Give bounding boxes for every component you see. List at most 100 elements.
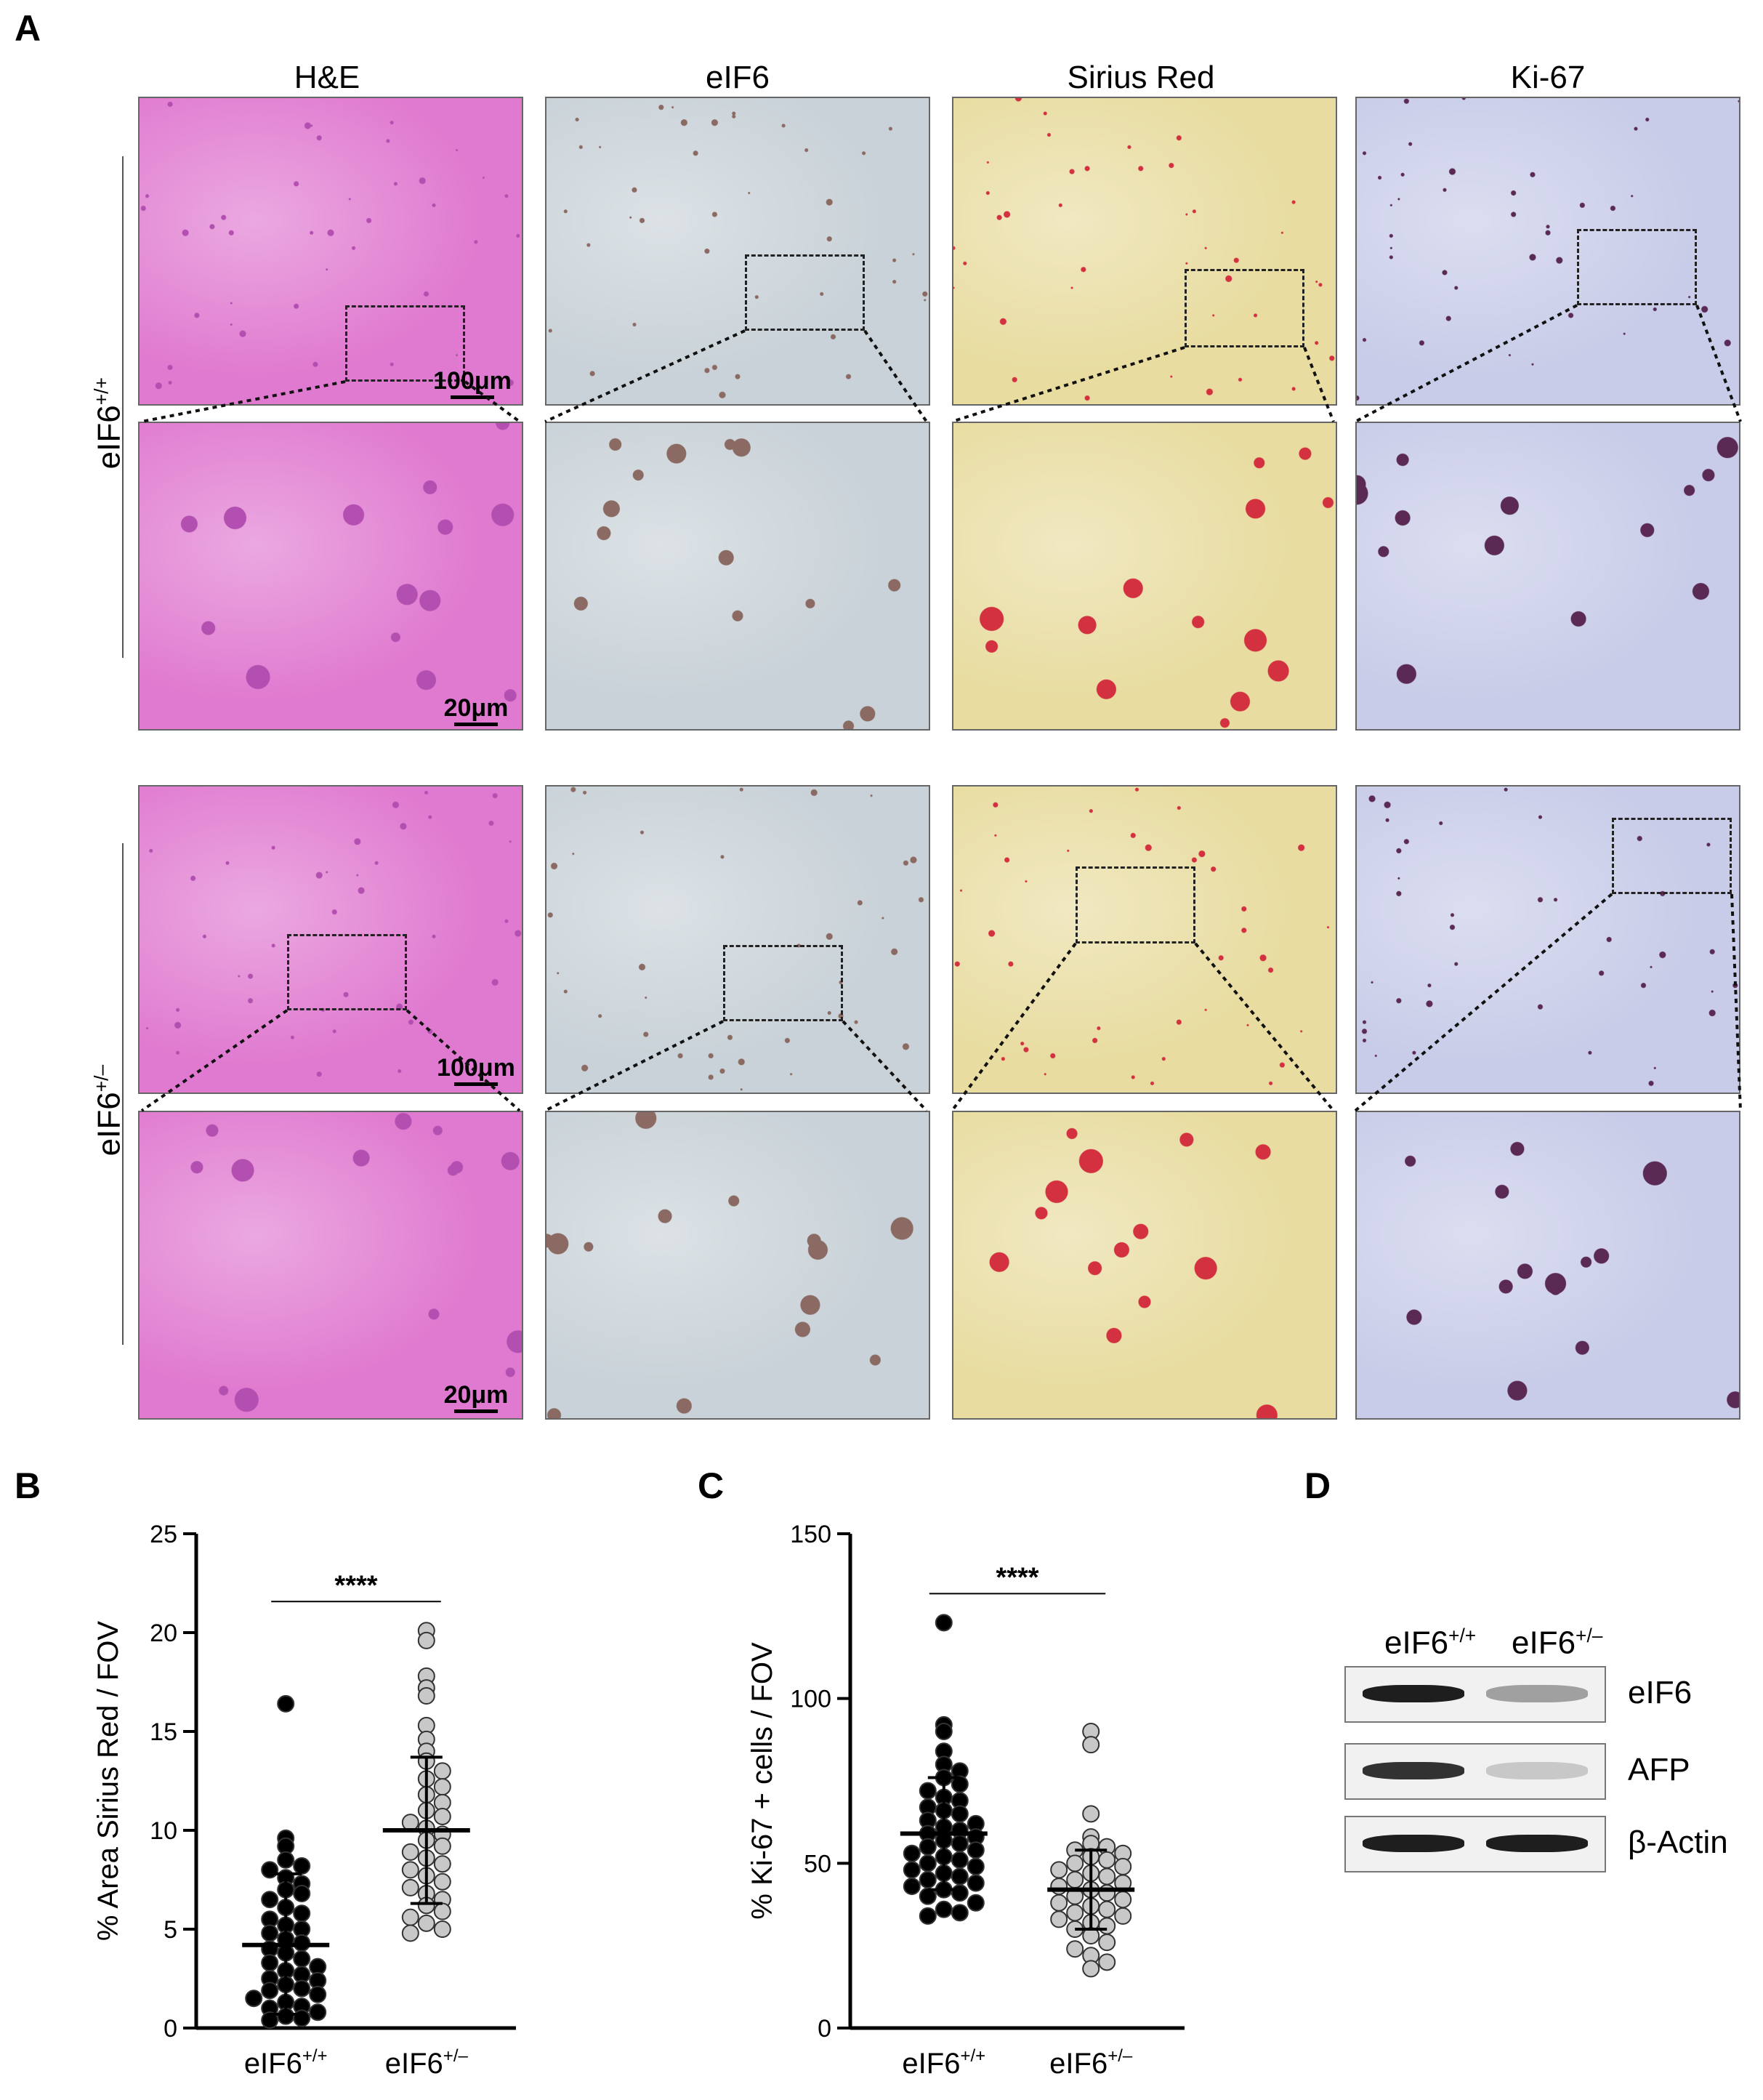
data-point bbox=[1066, 1871, 1084, 1888]
data-point bbox=[261, 1861, 279, 1879]
column-header-he: H&E bbox=[294, 60, 360, 95]
data-point bbox=[951, 1835, 969, 1853]
data-point bbox=[935, 1723, 953, 1740]
data-point bbox=[1050, 1894, 1068, 1912]
data-point bbox=[903, 1861, 921, 1879]
zoom-inset-box-ki67-het-overview bbox=[1612, 818, 1732, 894]
micrograph-sirius-het-zoom bbox=[952, 1111, 1337, 1420]
data-point bbox=[967, 1874, 985, 1892]
micrograph-sirius-het-overview bbox=[952, 785, 1337, 1094]
data-point bbox=[1082, 1805, 1100, 1823]
data-point bbox=[293, 1950, 311, 1968]
data-point bbox=[903, 1878, 921, 1896]
data-point bbox=[1114, 1857, 1132, 1875]
data-point bbox=[433, 1837, 451, 1855]
data-point bbox=[1082, 1960, 1100, 1978]
panel-letter-b: B bbox=[15, 1465, 41, 1506]
data-point bbox=[277, 1694, 295, 1713]
scale-bar-20um-het: 20μm bbox=[436, 1381, 516, 1413]
data-point bbox=[277, 1851, 295, 1869]
data-point bbox=[261, 1924, 279, 1942]
data-point bbox=[1098, 1917, 1116, 1935]
data-point bbox=[401, 1861, 419, 1879]
data-point bbox=[919, 1871, 937, 1888]
data-point bbox=[433, 1778, 451, 1796]
wb-protein-label: β-Actin bbox=[1628, 1825, 1728, 1860]
x-category-label: eIF6+/– bbox=[385, 2046, 469, 2080]
x-category-label: eIF6+/+ bbox=[902, 2046, 985, 2080]
column-header-sirius-red: Sirius Red bbox=[1067, 60, 1215, 95]
wb-band bbox=[1486, 1685, 1588, 1702]
x-category-label: eIF6+/– bbox=[1049, 2046, 1133, 2080]
data-point bbox=[293, 1904, 311, 1923]
data-point bbox=[401, 1814, 419, 1832]
significance-label: **** bbox=[996, 1562, 1038, 1593]
scale-bar-line bbox=[454, 723, 498, 726]
y-axis-label: % Area Sirius Red / FOV bbox=[92, 1621, 124, 1941]
column-header-eif6: eIF6 bbox=[705, 60, 770, 95]
chart-ki67: 0 50 100 150 % Ki-67 + cells / FOV eIF6+/+ eIF… bbox=[746, 1521, 1185, 2080]
wb-lane-label-wt: eIF6+/+ bbox=[1384, 1625, 1477, 1661]
row-bracket-wt bbox=[122, 156, 124, 658]
data-point bbox=[1098, 1851, 1116, 1869]
data-point bbox=[1066, 1854, 1084, 1872]
scale-label: 20μm bbox=[443, 694, 509, 722]
data-point bbox=[433, 1762, 451, 1780]
y-tick-label: 150 bbox=[790, 1521, 831, 1548]
panel-letter-d: D bbox=[1304, 1465, 1331, 1506]
zoom-inset-box-eif6-wt-overview bbox=[745, 254, 865, 331]
scale-bar-20um-wt: 20μm bbox=[436, 694, 516, 726]
data-point bbox=[261, 1891, 279, 1909]
data-point bbox=[1098, 1953, 1116, 1971]
data-point bbox=[417, 1631, 435, 1649]
data-point bbox=[245, 1990, 263, 2008]
micrograph-ki67-wt-overview bbox=[1355, 97, 1740, 406]
y-tick-label: 0 bbox=[818, 2015, 831, 2043]
micrograph-ki67-het-overview bbox=[1355, 785, 1740, 1094]
zoom-inset-box-ki67-wt-overview bbox=[1577, 229, 1697, 305]
data-point bbox=[951, 1851, 969, 1869]
data-point bbox=[293, 1856, 311, 1875]
micrograph-eif6-wt-zoom bbox=[545, 422, 930, 731]
y-tick-label: 5 bbox=[164, 1916, 177, 1944]
y-tick-label: 25 bbox=[150, 1521, 177, 1548]
wb-band bbox=[1486, 1835, 1588, 1852]
scale-label: 100μm bbox=[433, 367, 512, 395]
wb-protein-label: AFP bbox=[1628, 1752, 1690, 1787]
y-tick-label: 100 bbox=[790, 1686, 831, 1713]
y-axis-label: % Ki-67 + cells / FOV bbox=[746, 1642, 778, 1920]
data-point bbox=[1114, 1907, 1132, 1925]
data-point bbox=[401, 1843, 419, 1861]
y-tick-label: 50 bbox=[804, 1850, 831, 1878]
micrograph-he-wt-zoom bbox=[138, 422, 523, 731]
data-point bbox=[967, 1841, 985, 1859]
data-point bbox=[919, 1854, 937, 1872]
data-point bbox=[433, 1902, 451, 1920]
data-point bbox=[951, 1805, 969, 1823]
micrograph-eif6-wt-overview bbox=[545, 97, 930, 406]
data-point bbox=[309, 1985, 327, 2003]
data-point bbox=[919, 1907, 937, 1925]
data-point bbox=[1066, 1904, 1084, 1922]
micrograph-eif6-het-zoom bbox=[545, 1111, 930, 1420]
data-point bbox=[417, 1687, 435, 1705]
wb-band bbox=[1363, 1762, 1464, 1779]
data-point bbox=[1050, 1910, 1068, 1928]
data-point bbox=[261, 1954, 279, 1972]
scale-label: 20μm bbox=[443, 1381, 509, 1409]
scale-label: 100μm bbox=[437, 1054, 515, 1082]
micrograph-he-wt-overview bbox=[138, 97, 523, 406]
data-point bbox=[1098, 1900, 1116, 1918]
data-point bbox=[1066, 1940, 1084, 1958]
data-point bbox=[261, 2011, 279, 2029]
micrograph-ki67-wt-zoom bbox=[1355, 422, 1740, 731]
y-tick-label: 10 bbox=[150, 1817, 177, 1845]
micrograph-ki67-het-zoom bbox=[1355, 1111, 1740, 1420]
wb-lane-label-het: eIF6+/– bbox=[1512, 1625, 1603, 1661]
data-point bbox=[433, 1872, 451, 1891]
micrograph-sirius-wt-zoom bbox=[952, 422, 1337, 731]
data-point bbox=[293, 1979, 311, 1998]
data-point bbox=[1082, 1736, 1100, 1754]
x-category-label: eIF6+/+ bbox=[244, 2046, 328, 2080]
data-point bbox=[433, 1855, 451, 1873]
